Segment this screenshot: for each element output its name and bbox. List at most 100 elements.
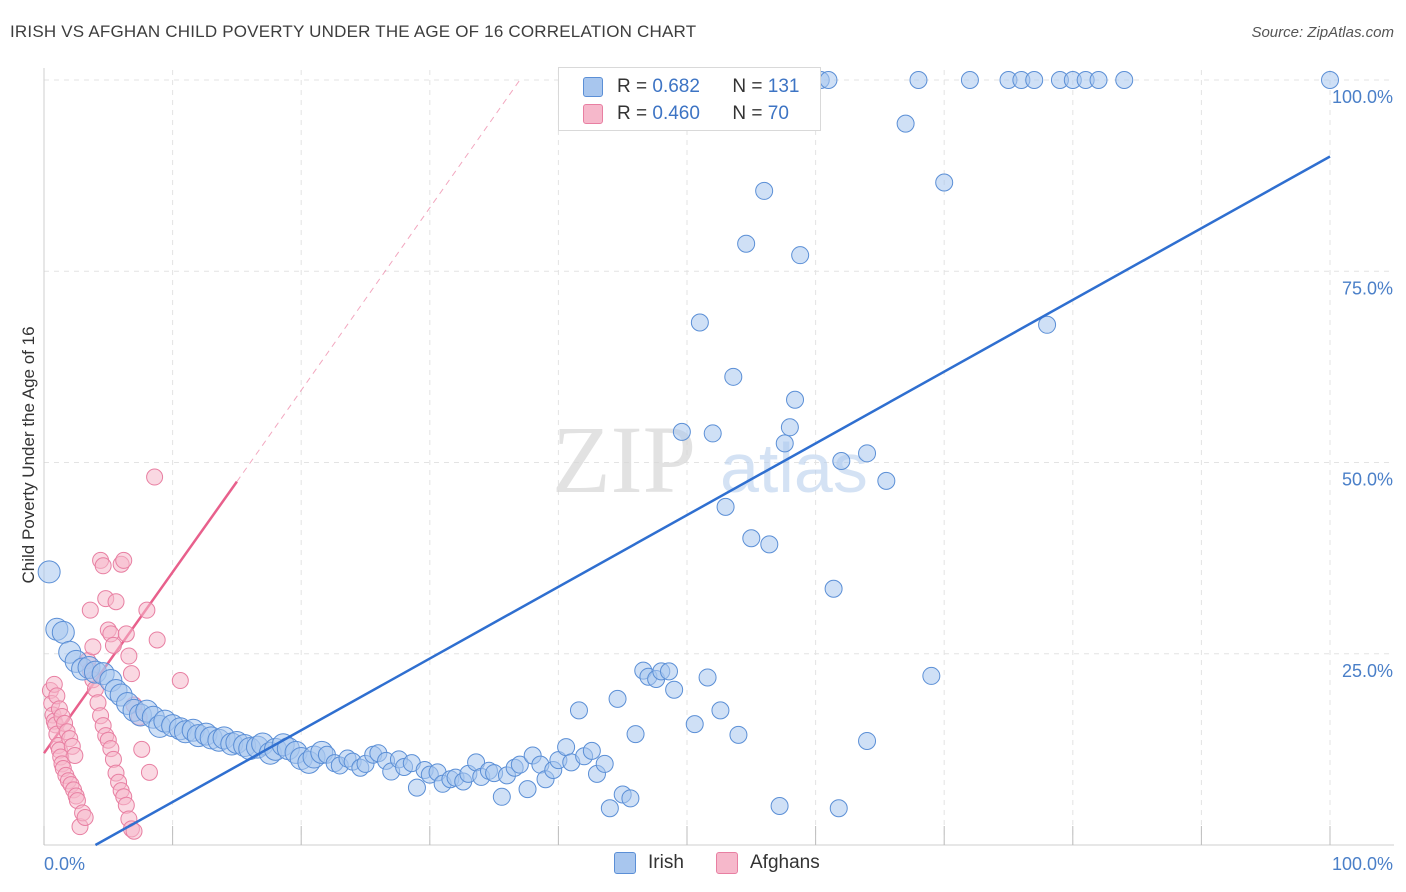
irish-n-value: 131 <box>767 76 800 97</box>
irish-r-label: R = <box>617 76 648 97</box>
irish-point <box>37 560 61 584</box>
irish-point <box>896 114 915 133</box>
irish-point <box>595 754 614 773</box>
irish-point <box>665 680 684 699</box>
afghans-point <box>94 557 112 575</box>
irish-point <box>557 738 576 757</box>
afghans-point <box>148 631 166 649</box>
afghans-point <box>104 636 122 654</box>
afghans-point <box>104 750 122 768</box>
irish-point <box>909 71 928 89</box>
watermark: ZIP atlas <box>552 406 868 513</box>
irish-point <box>626 725 645 744</box>
irish-point <box>1089 71 1108 89</box>
tick-labels: 25.0% 50.0% 75.0% 100.0% 0.0% 100.0% <box>44 87 1393 874</box>
afghans-point <box>146 468 164 486</box>
afghans-swatch <box>583 104 603 124</box>
x-tick-label: 100.0% <box>1332 854 1393 874</box>
y-tick-label: 25.0% <box>1342 661 1393 681</box>
irish-n-label: N = <box>732 76 763 97</box>
afghans-point <box>117 625 135 643</box>
chart-title: IRISH VS AFGHAN CHILD POVERTY UNDER THE … <box>10 22 697 41</box>
irish-point <box>770 796 789 815</box>
afghans-point <box>81 601 99 619</box>
legend-item-irish[interactable]: Irish <box>614 852 684 874</box>
legend-item-afghans[interactable]: Afghans <box>716 852 820 874</box>
afghans-point <box>84 638 102 656</box>
irish-point <box>935 173 954 192</box>
afghans-r-label: R = <box>617 103 648 124</box>
afghans-trend-line <box>42 480 238 754</box>
irish-point <box>698 668 717 687</box>
legend-irish-label: Irish <box>648 852 684 873</box>
legend-afghans-label: Afghans <box>750 852 820 873</box>
afghans-point <box>171 672 189 690</box>
afghans-point <box>66 746 84 764</box>
irish-point <box>760 535 779 554</box>
afghans-trend-extension <box>236 79 521 482</box>
afghans-point <box>120 647 138 665</box>
irish-point <box>1025 71 1044 89</box>
afghans-n-label: N = <box>732 103 763 124</box>
irish-point <box>1115 71 1134 89</box>
legend-irish-swatch <box>614 852 636 874</box>
irish-point <box>742 529 761 548</box>
irish-trend-layer <box>94 155 1331 847</box>
stats-row-afghans: R = 0.460 N = 70 <box>583 101 789 127</box>
irish-point <box>737 234 756 253</box>
irish-point <box>621 789 640 808</box>
irish-point <box>775 434 794 453</box>
irish-point <box>569 701 588 720</box>
watermark-zip: ZIP <box>552 406 696 513</box>
afghans-n-value: 70 <box>767 103 789 124</box>
irish-point <box>819 71 838 89</box>
irish-point <box>832 451 851 470</box>
irish-points <box>37 71 1339 818</box>
irish-point <box>703 424 722 443</box>
afghans-point <box>133 740 151 758</box>
irish-point <box>829 799 848 818</box>
afghans-r-value: 0.460 <box>652 103 700 124</box>
irish-point <box>755 181 774 200</box>
afghans-point <box>122 665 140 683</box>
irish-point <box>716 497 735 516</box>
stats-row-irish: R = 0.682 N = 131 <box>583 74 799 100</box>
irish-point <box>1321 71 1339 89</box>
afghans-point <box>115 551 133 569</box>
y-axis-label: Child Poverty Under the Age of 16 <box>19 326 38 583</box>
legend-afghans-swatch <box>716 852 738 874</box>
afghans-point <box>107 593 125 611</box>
irish-point <box>672 422 691 441</box>
irish-point <box>780 418 799 437</box>
afghans-point <box>117 796 135 814</box>
afghans-point <box>140 763 158 781</box>
irish-r-value: 0.682 <box>652 76 700 97</box>
irish-point <box>582 741 601 760</box>
irish-point <box>51 620 75 644</box>
x-tick-label: 0.0% <box>44 854 85 874</box>
irish-trend-line <box>94 155 1331 847</box>
irish-swatch <box>583 77 603 97</box>
y-tick-label: 75.0% <box>1342 278 1393 298</box>
irish-point <box>824 579 843 598</box>
irish-point <box>791 246 810 265</box>
irish-point <box>600 799 619 818</box>
irish-point <box>858 731 877 750</box>
irish-point <box>407 778 426 797</box>
irish-point <box>492 787 511 806</box>
irish-point <box>510 755 529 774</box>
irish-point <box>729 725 748 744</box>
y-tick-label: 50.0% <box>1342 470 1393 490</box>
afghans-point <box>76 808 94 826</box>
irish-point <box>690 313 709 332</box>
irish-point <box>659 662 678 681</box>
y-tick-label: 100.0% <box>1332 87 1393 107</box>
afghans-point <box>138 601 156 619</box>
irish-point <box>786 390 805 409</box>
irish-point <box>685 715 704 734</box>
irish-point <box>518 780 537 799</box>
stats-legend: R = 0.682 N = 131 R = 0.460 N = 70 <box>558 67 821 131</box>
irish-point <box>608 689 627 708</box>
irish-point <box>1038 315 1057 334</box>
